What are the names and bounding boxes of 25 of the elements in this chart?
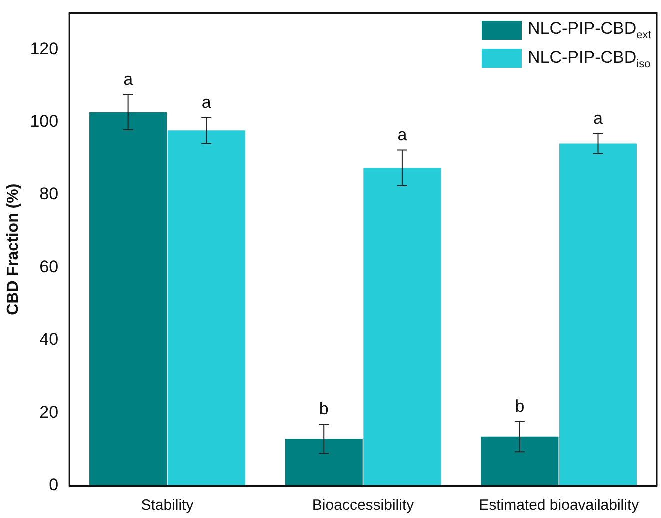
y-tick-label: 40 [40, 330, 59, 350]
bar [559, 144, 638, 486]
x-tick-label: Bioaccessibility [312, 497, 415, 514]
y-tick-label: 120 [30, 39, 59, 58]
bar [90, 112, 168, 486]
legend-label: NLC-PIP-CBD$_{iso}$ [528, 48, 651, 70]
bar [285, 439, 363, 486]
annotation: a [398, 126, 408, 144]
y-tick-label: 60 [40, 257, 59, 276]
bar [364, 168, 442, 486]
x-tick-label: Estimated bioavailability [479, 497, 640, 514]
y-tick-label: 80 [40, 184, 59, 204]
annotation: a [594, 108, 604, 128]
x-tick-label: Stability [141, 497, 194, 514]
bar [168, 130, 246, 486]
y-tick-label: 0 [49, 476, 59, 495]
y-axis-title: CBD Fraction (%) [5, 184, 22, 316]
y-tick-label: 100 [30, 112, 59, 131]
annotation: b [515, 396, 525, 416]
annotation: a [202, 92, 212, 112]
annotation: b [319, 400, 329, 419]
y-tick-label: 20 [40, 402, 59, 422]
annotation: a [124, 70, 134, 90]
legend-label: NLC-PIP-CBD$_{ext}$ [528, 19, 652, 42]
bar [481, 436, 559, 486]
